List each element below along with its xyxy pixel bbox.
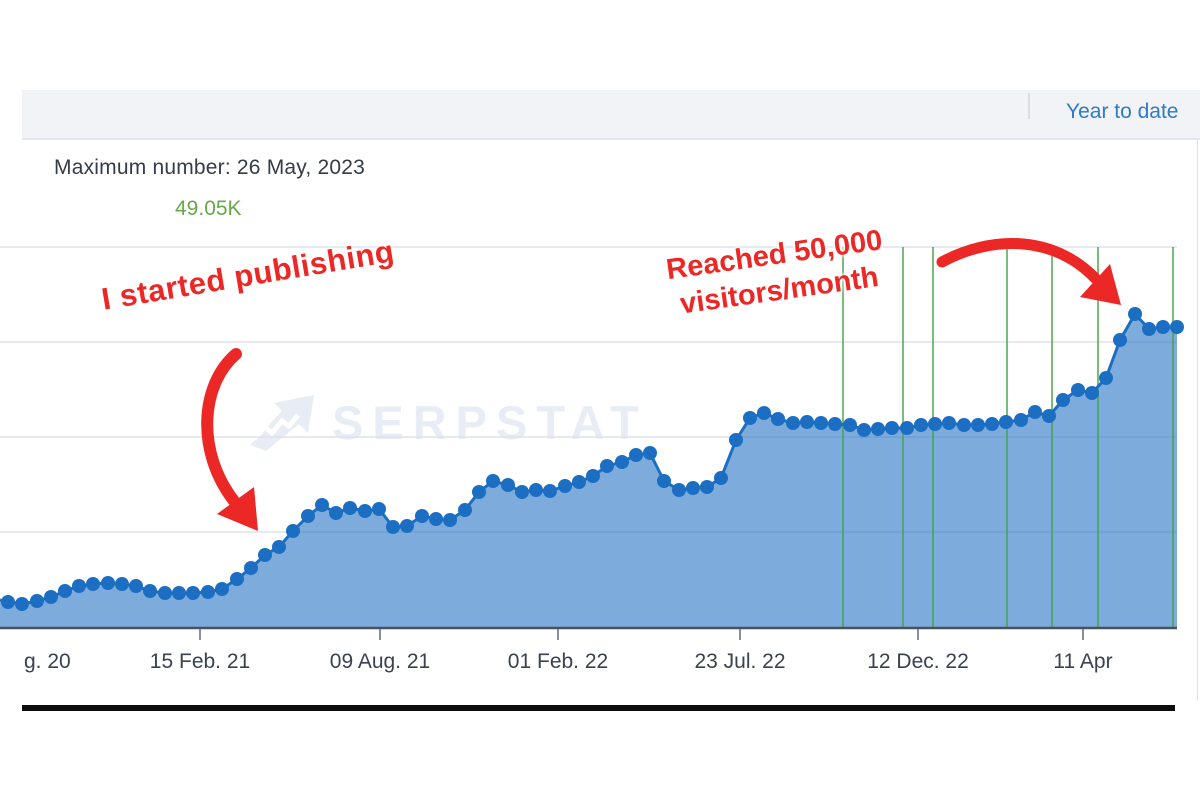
data-point-dot[interactable] bbox=[1014, 413, 1028, 427]
data-point-dot[interactable] bbox=[472, 485, 486, 499]
data-point-dot[interactable] bbox=[757, 406, 771, 420]
data-point-dot[interactable] bbox=[400, 519, 414, 533]
data-point-dot[interactable] bbox=[857, 423, 871, 437]
data-point-dot[interactable] bbox=[1, 595, 15, 609]
data-point-dot[interactable] bbox=[729, 433, 743, 447]
data-point-dot[interactable] bbox=[828, 417, 842, 431]
data-point-dot[interactable] bbox=[643, 446, 657, 460]
data-point-dot[interactable] bbox=[186, 586, 200, 600]
x-axis-label: 23 Jul. 22 bbox=[694, 650, 786, 673]
data-point-dot[interactable] bbox=[301, 509, 315, 523]
period-selector-year-to-date[interactable]: Year to date bbox=[1066, 100, 1179, 123]
data-point-dot[interactable] bbox=[615, 455, 629, 469]
data-point-dot[interactable] bbox=[600, 459, 614, 473]
data-point-dot[interactable] bbox=[629, 448, 643, 462]
max-number-label: Maximum number: 26 May, 2023 bbox=[54, 156, 366, 179]
data-point-dot[interactable] bbox=[714, 471, 728, 485]
data-point-dot[interactable] bbox=[272, 540, 286, 554]
data-point-dot[interactable] bbox=[158, 586, 172, 600]
data-point-dot[interactable] bbox=[786, 416, 800, 430]
data-point-dot[interactable] bbox=[201, 585, 215, 599]
data-point-dot[interactable] bbox=[957, 418, 971, 432]
data-point-dot[interactable] bbox=[244, 561, 258, 575]
data-point-dot[interactable] bbox=[1071, 383, 1085, 397]
data-point-dot[interactable] bbox=[914, 418, 928, 432]
data-point-dot[interactable] bbox=[30, 594, 44, 608]
data-point-dot[interactable] bbox=[558, 479, 572, 493]
data-point-dot[interactable] bbox=[814, 416, 828, 430]
x-axis-label: 12 Dec. 22 bbox=[867, 650, 969, 673]
data-point-dot[interactable] bbox=[743, 411, 757, 425]
data-point-dot[interactable] bbox=[999, 415, 1013, 429]
data-point-dot[interactable] bbox=[928, 417, 942, 431]
data-point-dot[interactable] bbox=[1170, 320, 1184, 334]
data-point-dot[interactable] bbox=[885, 421, 899, 435]
data-point-dot[interactable] bbox=[101, 576, 115, 590]
data-point-dot[interactable] bbox=[143, 584, 157, 598]
data-point-dot[interactable] bbox=[443, 513, 457, 527]
data-point-dot[interactable] bbox=[429, 512, 443, 526]
data-point-dot[interactable] bbox=[44, 590, 58, 604]
data-point-dot[interactable] bbox=[258, 548, 272, 562]
data-point-dot[interactable] bbox=[985, 417, 999, 431]
data-point-dot[interactable] bbox=[657, 474, 671, 488]
data-point-dot[interactable] bbox=[458, 503, 472, 517]
header-divider bbox=[1028, 93, 1030, 119]
data-point-dot[interactable] bbox=[1042, 409, 1056, 423]
data-point-dot[interactable] bbox=[1142, 322, 1156, 336]
data-point-dot[interactable] bbox=[343, 501, 357, 515]
data-point-dot[interactable] bbox=[871, 422, 885, 436]
header-bar bbox=[22, 90, 1200, 140]
x-axis-label: g. 20 bbox=[24, 650, 71, 673]
x-axis-label: 01 Feb. 22 bbox=[507, 650, 609, 673]
data-point-dot[interactable] bbox=[843, 418, 857, 432]
data-point-dot[interactable] bbox=[800, 415, 814, 429]
data-point-dot[interactable] bbox=[771, 412, 785, 426]
data-point-dot[interactable] bbox=[1128, 307, 1142, 321]
data-point-dot[interactable] bbox=[15, 597, 29, 611]
panel-right-border bbox=[1197, 140, 1198, 700]
traffic-area-fill bbox=[0, 314, 1177, 628]
data-point-dot[interactable] bbox=[1056, 393, 1070, 407]
data-point-dot[interactable] bbox=[315, 498, 329, 512]
data-point-dot[interactable] bbox=[586, 469, 600, 483]
data-point-dot[interactable] bbox=[172, 586, 186, 600]
x-axis-label: 11 Apr bbox=[1053, 650, 1113, 673]
data-point-dot[interactable] bbox=[329, 506, 343, 520]
data-point-dot[interactable] bbox=[215, 582, 229, 596]
data-point-dot[interactable] bbox=[501, 478, 515, 492]
data-point-dot[interactable] bbox=[572, 475, 586, 489]
data-point-dot[interactable] bbox=[129, 579, 143, 593]
data-point-dot[interactable] bbox=[900, 421, 914, 435]
data-point-dot[interactable] bbox=[386, 520, 400, 534]
x-axis-label: 09 Aug. 21 bbox=[329, 650, 431, 673]
data-point-dot[interactable] bbox=[86, 577, 100, 591]
data-point-dot[interactable] bbox=[543, 484, 557, 498]
data-point-dot[interactable] bbox=[286, 524, 300, 538]
bottom-divider-bar bbox=[22, 705, 1175, 711]
data-point-dot[interactable] bbox=[486, 474, 500, 488]
data-point-dot[interactable] bbox=[529, 483, 543, 497]
data-point-dot[interactable] bbox=[686, 481, 700, 495]
data-point-dot[interactable] bbox=[415, 509, 429, 523]
data-point-dot[interactable] bbox=[971, 418, 985, 432]
data-point-dot[interactable] bbox=[1113, 333, 1127, 347]
data-point-dot[interactable] bbox=[1156, 320, 1170, 334]
data-point-dot[interactable] bbox=[515, 485, 529, 499]
data-point-dot[interactable] bbox=[1099, 371, 1113, 385]
data-point-dot[interactable] bbox=[72, 579, 86, 593]
max-number-value: 49.05K bbox=[175, 197, 242, 220]
data-point-dot[interactable] bbox=[942, 416, 956, 430]
x-axis-label: 15 Feb. 21 bbox=[149, 650, 251, 673]
data-point-dot[interactable] bbox=[372, 502, 386, 516]
data-point-dot[interactable] bbox=[358, 504, 372, 518]
data-point-dot[interactable] bbox=[1028, 405, 1042, 419]
data-point-dot[interactable] bbox=[672, 483, 686, 497]
data-point-dot[interactable] bbox=[1085, 386, 1099, 400]
data-point-dot[interactable] bbox=[230, 572, 244, 586]
data-point-dot[interactable] bbox=[700, 480, 714, 494]
data-point-dot[interactable] bbox=[115, 577, 129, 591]
data-point-dot[interactable] bbox=[58, 584, 72, 598]
